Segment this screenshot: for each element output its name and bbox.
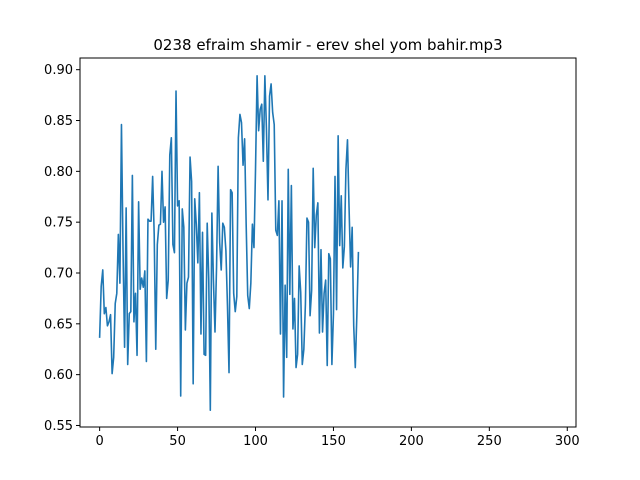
plot-area <box>98 74 360 412</box>
y-tick-label: 0.60 <box>44 368 73 383</box>
x-tick-label: 0 <box>95 434 103 449</box>
y-tick-label: 0.80 <box>44 165 73 180</box>
y-tick-label: 0.85 <box>44 114 73 129</box>
x-tick-label: 150 <box>321 434 346 449</box>
axes: 0 50 100 150 200 250 300 0.55 0.60 0.65 0.70 0.75 0.… <box>44 57 580 449</box>
y-tick-label: 0.75 <box>44 216 73 231</box>
chart-title: 0238 efraim shamir - erev shel yom bahir… <box>153 36 502 54</box>
y-tick-label: 0.90 <box>44 63 73 78</box>
x-tick-label: 200 <box>399 434 424 449</box>
y-tick-label: 0.70 <box>44 266 73 281</box>
x-tick-label: 250 <box>477 434 502 449</box>
y-tick-label: 0.55 <box>44 419 73 434</box>
x-tick-label: 300 <box>555 434 580 449</box>
y-tick-label: 0.65 <box>44 317 73 332</box>
x-tick-label: 50 <box>169 434 186 449</box>
axes-frame <box>79 57 577 428</box>
x-tick-label: 100 <box>243 434 268 449</box>
series-line-0 <box>98 74 360 412</box>
